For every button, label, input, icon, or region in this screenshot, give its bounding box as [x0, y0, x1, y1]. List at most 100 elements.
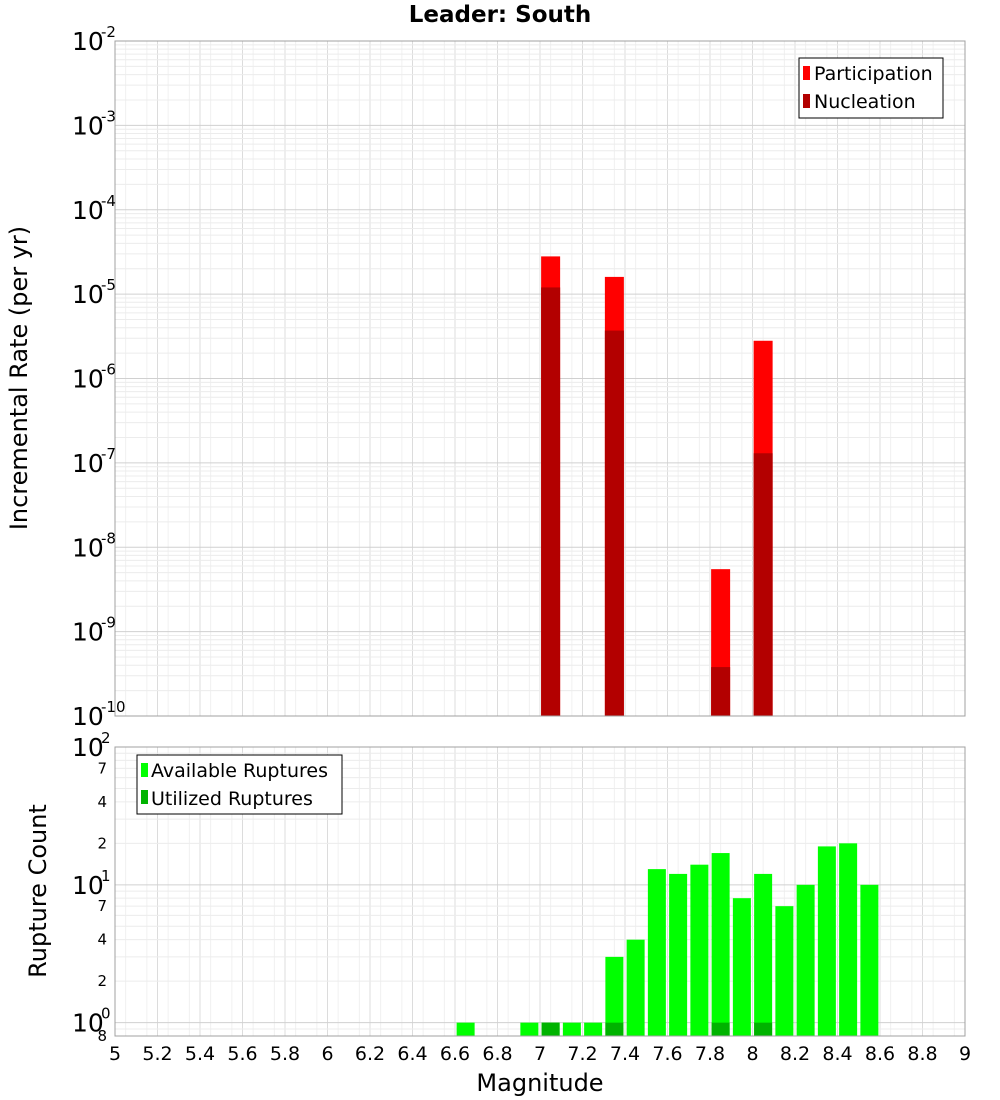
count-y-tick-base: 10 — [72, 871, 104, 900]
rate-y-tick-exponent: -9 — [101, 614, 116, 632]
available-ruptures-bar — [690, 864, 709, 1036]
count-y-tick-base: 10 — [72, 733, 104, 762]
rate-y-tick-base: 10 — [72, 27, 104, 56]
rate-y-tick-exponent: -10 — [101, 698, 126, 716]
count-y-tick-exponent: 0 — [101, 1005, 111, 1023]
count-bars — [456, 843, 879, 1036]
count-y-minor-tick-label: 2 — [97, 972, 107, 990]
available-ruptures-bar — [732, 898, 751, 1036]
available-ruptures-bar — [817, 846, 836, 1036]
legend-label-utilized-ruptures: Utilized Ruptures — [151, 788, 313, 810]
x-tick-label: 7.4 — [610, 1043, 640, 1065]
rate-legend: Participation Nucleation — [798, 57, 944, 119]
count-y-minor-tick-label: 4 — [97, 931, 107, 949]
available-ruptures-bar — [520, 1022, 539, 1036]
x-tick-label: 8.8 — [907, 1043, 937, 1065]
count-legend: Available Ruptures Utilized Ruptures — [136, 754, 343, 815]
count-x-ticks: 5 5.2 5.4 5.6 5.8 6 6.2 6.4 6.6 6.8 7 7.2 7.4 7.6 7.8 8… — [109, 1043, 971, 1065]
legend-label-participation: Participation — [814, 63, 933, 85]
rate-y-tick-exponent: -2 — [101, 23, 116, 41]
count-legend-box — [136, 754, 343, 815]
available-ruptures-bar — [711, 853, 730, 1036]
utilized-ruptures-bar — [711, 1022, 730, 1036]
count-plot-border — [114, 746, 966, 1037]
legend-label-nucleation: Nucleation — [814, 91, 916, 113]
utilized-ruptures-bar — [605, 1022, 624, 1036]
nucleation-bar — [604, 330, 624, 716]
rate-y-tick-base: 10 — [72, 280, 104, 309]
count-y-minor-tick-label: 7 — [97, 759, 107, 777]
rate-plot-border — [114, 40, 966, 717]
x-tick-label: 7 — [534, 1043, 546, 1065]
nucleation-bar — [541, 287, 561, 716]
available-ruptures-bar — [775, 906, 794, 1036]
rate-y-axis-label: Incremental Rate (per yr) — [5, 226, 33, 530]
rate-y-tick-base: 10 — [72, 618, 104, 647]
available-ruptures-bar — [839, 843, 858, 1036]
x-tick-label: 6.6 — [440, 1043, 470, 1065]
count-y-tick-base: 10 — [72, 1009, 104, 1038]
legend-swatch-nucleation — [803, 94, 810, 108]
rate-bars — [541, 256, 773, 716]
rate-y-tick-exponent: -6 — [101, 361, 116, 379]
rate-y-tick-exponent: -8 — [101, 529, 116, 547]
x-tick-label: 9 — [959, 1043, 971, 1065]
count-y-tick-exponent: 2 — [101, 729, 111, 747]
rate-y-tick-base: 10 — [72, 702, 104, 731]
available-ruptures-bar — [456, 1022, 475, 1036]
rate-y-tick-exponent: -5 — [101, 276, 116, 294]
x-tick-label: 7.6 — [652, 1043, 682, 1065]
utilized-ruptures-bar — [541, 1022, 560, 1036]
nucleation-bar — [711, 667, 731, 716]
count-y-tick-exponent: 1 — [101, 867, 111, 885]
x-tick-label: 5.8 — [270, 1043, 300, 1065]
x-tick-label: 7.8 — [695, 1043, 725, 1065]
available-ruptures-bar — [669, 873, 688, 1036]
chart-title: Leader: South — [409, 2, 592, 28]
rate-y-tick-base: 10 — [72, 196, 104, 225]
x-tick-label: 6.2 — [355, 1043, 385, 1065]
available-ruptures-bar — [796, 884, 815, 1036]
count-y-minor-tick-label: 4 — [97, 793, 107, 811]
legend-swatch-available-ruptures — [141, 763, 148, 777]
legend-swatch-participation — [803, 66, 810, 80]
available-ruptures-bar — [860, 884, 879, 1036]
x-tick-label: 5.6 — [227, 1043, 257, 1065]
utilized-ruptures-bar — [754, 1022, 773, 1036]
x-tick-label: 5.2 — [142, 1043, 172, 1065]
x-axis-label: Magnitude — [476, 1069, 603, 1097]
rate-y-tick-exponent: -7 — [101, 445, 116, 463]
available-ruptures-bar — [562, 1022, 581, 1036]
legend-label-available-ruptures: Available Ruptures — [151, 760, 328, 782]
rate-legend-box — [798, 57, 944, 119]
available-ruptures-bar — [584, 1022, 603, 1036]
count-y-minor-tick-label: 7 — [97, 897, 107, 915]
rate-y-tick-exponent: -4 — [101, 192, 116, 210]
x-tick-label: 6.4 — [397, 1043, 427, 1065]
available-ruptures-bar — [626, 939, 645, 1036]
rate-gridlines — [114, 40, 966, 717]
x-tick-label: 8 — [746, 1043, 758, 1065]
x-tick-label: 6.8 — [482, 1043, 512, 1065]
available-ruptures-bar — [754, 873, 773, 1036]
available-ruptures-bar — [605, 956, 624, 1036]
rate-y-tick-base: 10 — [72, 449, 104, 478]
x-tick-label: 6 — [321, 1043, 333, 1065]
x-tick-label: 8.6 — [865, 1043, 895, 1065]
count-y-minor-tick-label: 8 — [97, 1027, 107, 1045]
count-y-axis-label: Rupture Count — [24, 804, 52, 978]
x-tick-label: 8.4 — [822, 1043, 852, 1065]
x-tick-label: 5.4 — [185, 1043, 215, 1065]
x-tick-label: 5 — [109, 1043, 121, 1065]
rate-y-tick-exponent: -3 — [101, 107, 116, 125]
legend-swatch-utilized-ruptures — [141, 790, 148, 804]
rate-y-tick-base: 10 — [72, 533, 104, 562]
rate-y-tick-base: 10 — [72, 111, 104, 140]
nucleation-bar — [753, 453, 773, 716]
available-ruptures-bar — [647, 869, 666, 1036]
